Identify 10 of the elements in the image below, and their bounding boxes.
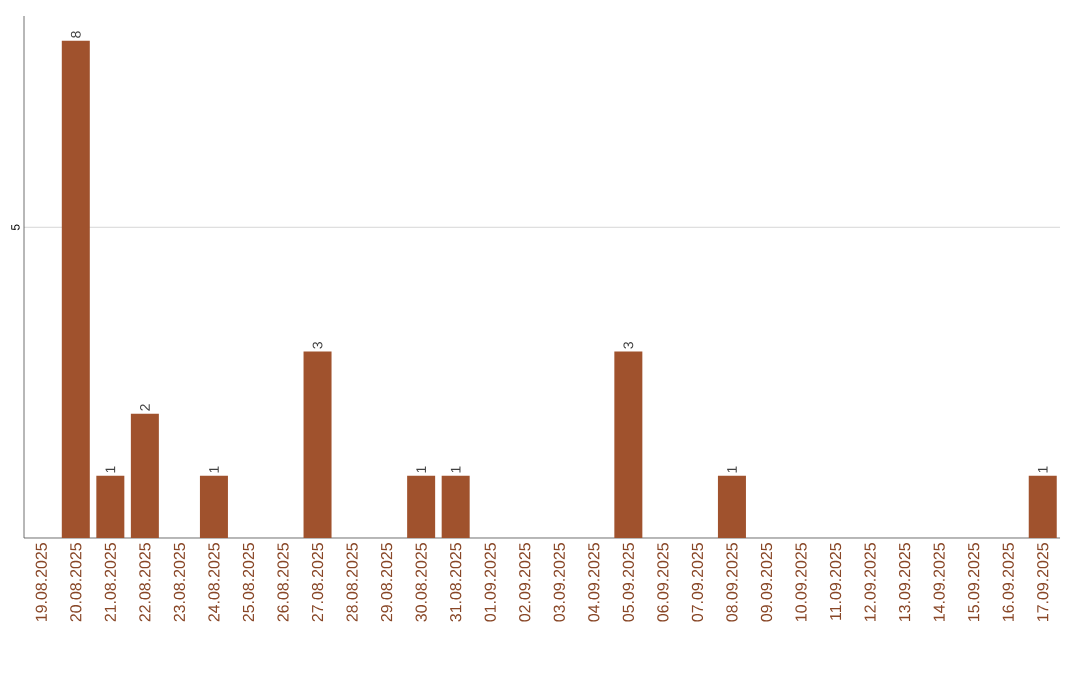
bar: [1028, 475, 1057, 538]
bar: [61, 40, 90, 538]
bar: [407, 475, 436, 538]
bar: [96, 475, 125, 538]
bar: [303, 351, 332, 538]
bar: [614, 351, 643, 538]
bar: [441, 475, 470, 538]
bar: [130, 413, 159, 538]
bar: [717, 475, 746, 538]
bar: [199, 475, 228, 538]
